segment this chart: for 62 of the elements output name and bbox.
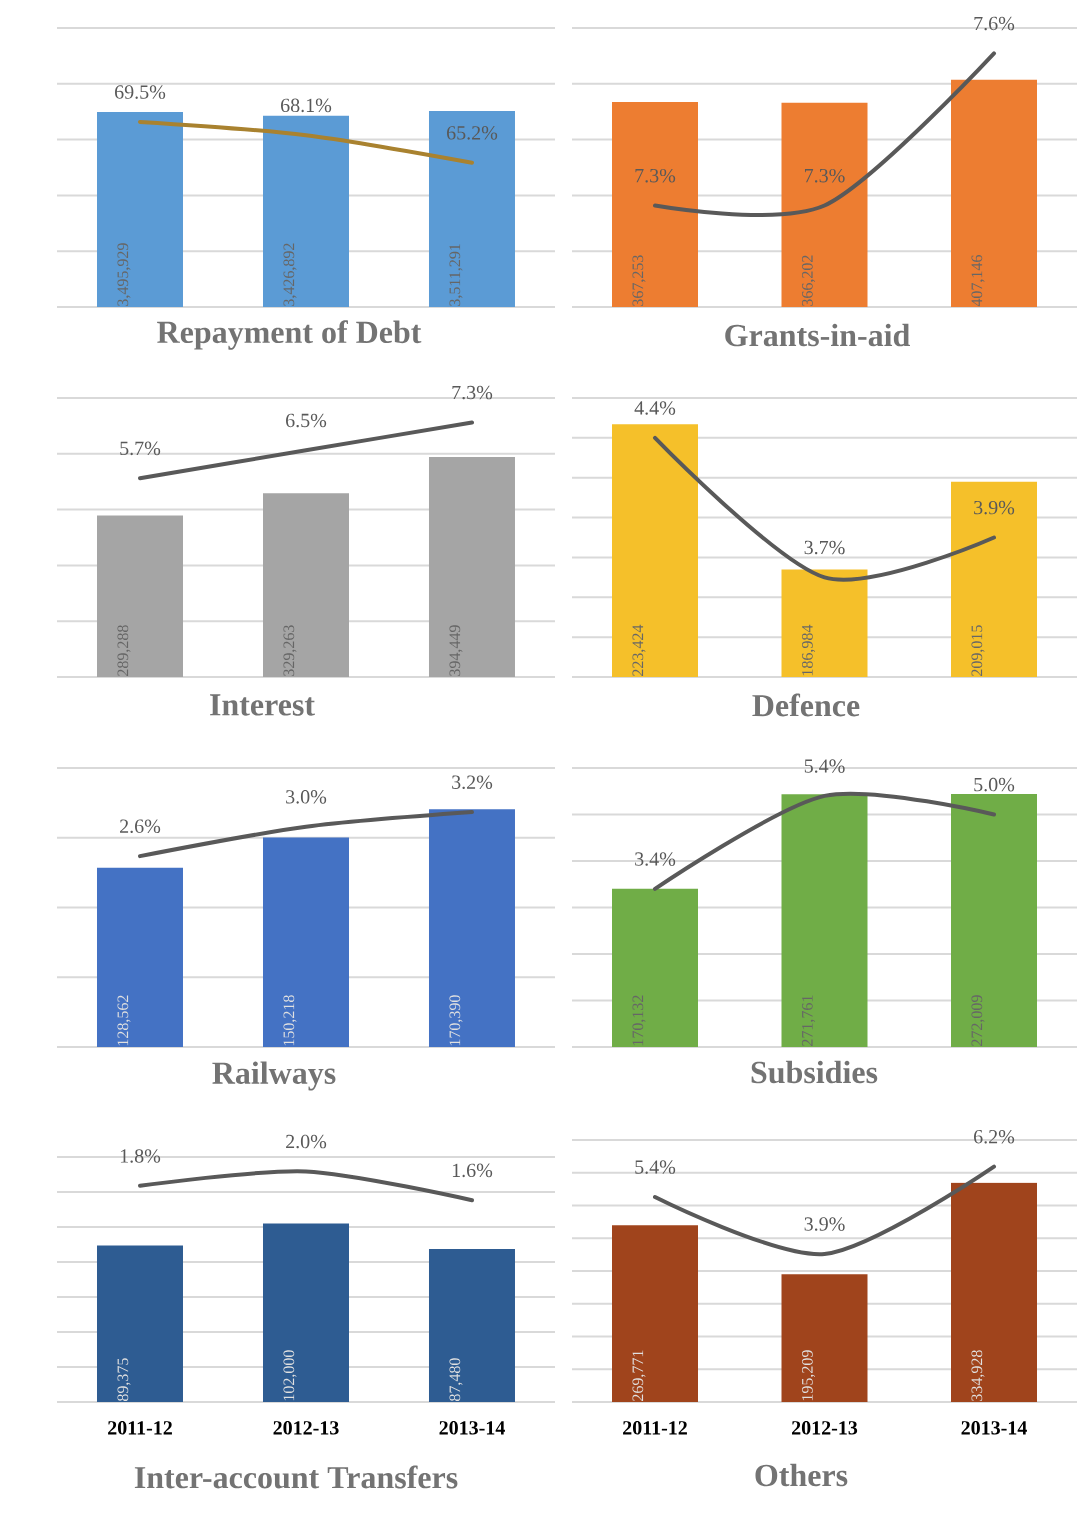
data-label: 3.0%	[286, 790, 327, 804]
data-label: 7.3%	[452, 385, 493, 400]
data-label: 4.4%	[634, 401, 676, 415]
data-label: 2.6%	[120, 819, 161, 834]
data-label: 334,928	[971, 1350, 985, 1401]
data-label: 3.4%	[635, 852, 676, 866]
data-label: 89,375	[117, 1358, 131, 1402]
data-label: 68.1%	[281, 98, 332, 113]
data-label: 289,288	[117, 625, 131, 676]
data-label: 3,426,892	[283, 243, 297, 306]
data-label: 5.7%	[120, 441, 161, 456]
data-label: 7.6%	[974, 16, 1015, 31]
data-label: 329,263	[283, 625, 297, 676]
data-label: 407,146	[971, 255, 985, 307]
text: Railways	[212, 1061, 336, 1091]
data-label: 3.9%	[974, 500, 1015, 515]
text: Defence	[752, 693, 860, 717]
data-label: 3.9%	[804, 1217, 845, 1231]
x-tick-label: 2013-14	[439, 1421, 505, 1435]
data-label: 170,390	[449, 995, 463, 1046]
data-label: 3,495,929	[117, 243, 131, 306]
data-label: 2.0%	[286, 1134, 327, 1149]
data-label: 394,449	[449, 625, 463, 676]
data-label: 6.5%	[286, 413, 327, 428]
data-label: 3.2%	[452, 775, 493, 789]
data-label: 271,761	[801, 995, 816, 1046]
data-label: 69.5%	[115, 85, 166, 99]
x-tick-label: 2011-12	[108, 1421, 172, 1435]
data-label: 170,132	[632, 995, 646, 1046]
data-label: 7.3%	[635, 168, 676, 183]
data-label: 366,202	[801, 255, 816, 306]
text: Interest	[210, 694, 315, 716]
data-label: 269,771	[632, 1350, 646, 1401]
text: Others	[755, 1463, 848, 1487]
x-tick-label: 2012-13	[273, 1421, 339, 1435]
data-label: 150,218	[283, 995, 297, 1046]
x-tick-label: 2013-14	[961, 1421, 1027, 1435]
data-label: 209,015	[971, 625, 985, 676]
data-label: 102,000	[283, 1350, 297, 1401]
data-label: 186,984	[801, 624, 816, 676]
data-label: 6.2%	[974, 1129, 1015, 1144]
text: Grants-in-aid	[725, 323, 910, 347]
data-label: 3,511,291	[449, 244, 463, 306]
data-label: 272,009	[971, 995, 985, 1046]
data-label: 5.4%	[635, 1160, 676, 1174]
data-label: 3.7%	[804, 540, 845, 555]
x-tick-label: 2011-12	[623, 1421, 687, 1435]
data-label: 367,253	[632, 255, 646, 306]
data-label: 223,424	[632, 624, 646, 676]
x-tick-label: 2012-13	[792, 1421, 858, 1435]
text: Repayment of Debt	[157, 320, 422, 350]
data-label: 1.6%	[452, 1163, 493, 1178]
text: Inter-account Transfers	[134, 1465, 458, 1489]
data-label: 87,480	[449, 1358, 463, 1402]
data-label: 1.8%	[120, 1149, 161, 1163]
text: Subsidies	[751, 1060, 878, 1084]
data-label: 195,209	[801, 1350, 816, 1401]
data-label: 128,562	[117, 995, 131, 1046]
data-label: 5.4%	[804, 759, 845, 773]
data-label: 7.3%	[804, 168, 845, 183]
data-label: 5.0%	[974, 777, 1015, 792]
data-label: 65.2%	[447, 126, 498, 140]
